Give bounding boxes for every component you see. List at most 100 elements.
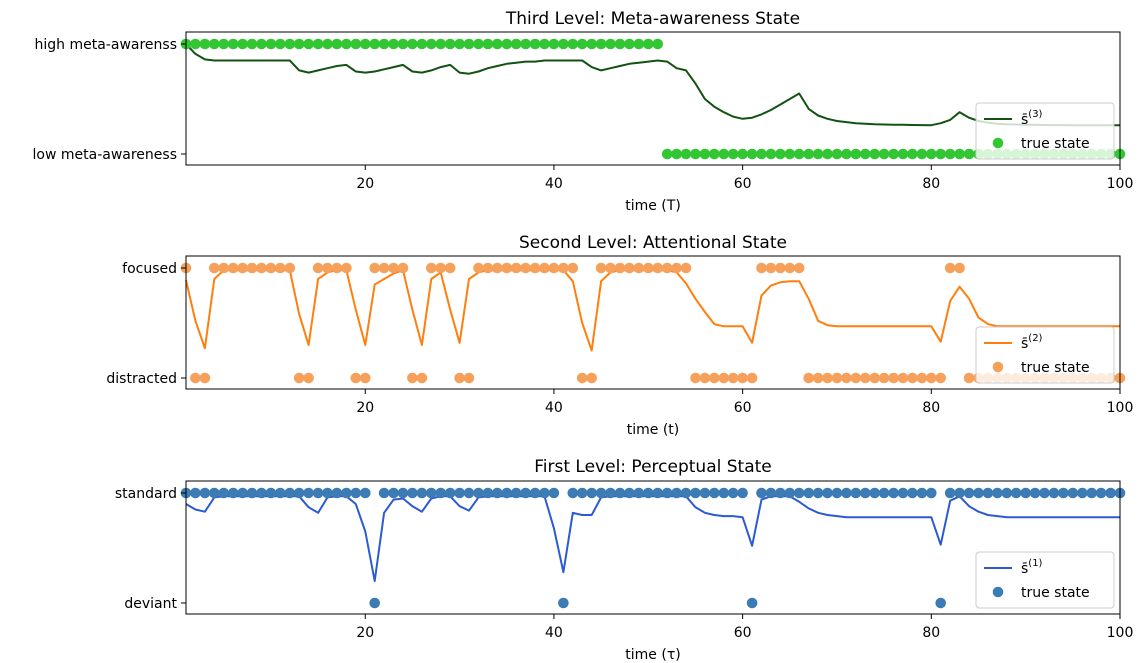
legend-points-label: true state	[1021, 360, 1090, 376]
true-state-point	[756, 487, 767, 499]
true-state-point	[190, 487, 201, 499]
true-state-point	[256, 262, 267, 274]
true-state-point	[756, 148, 767, 160]
true-state-point	[407, 38, 418, 50]
true-state-point	[784, 262, 796, 274]
true-state-point	[312, 38, 324, 50]
true-state-point	[246, 262, 258, 274]
chart-panel-1: Third Level: Meta-awareness State 20 40 60 8…	[33, 9, 1134, 214]
true-state-point	[454, 487, 465, 499]
true-state-point	[614, 262, 626, 274]
true-state-point	[350, 38, 362, 50]
true-state-point	[1067, 487, 1079, 499]
true-state-point	[624, 38, 635, 50]
x-tick-label: 40	[545, 176, 563, 192]
true-state-point	[388, 38, 399, 50]
true-state-point	[633, 262, 645, 274]
legend: s̄(2) true state	[975, 326, 1115, 384]
true-state-point	[614, 487, 626, 499]
true-state-point	[548, 487, 560, 499]
true-state-point	[727, 487, 739, 499]
axes-frame	[185, 255, 1121, 390]
true-state-point	[926, 148, 937, 160]
true-state-point	[812, 372, 824, 384]
true-state-point	[576, 38, 588, 50]
true-state-point	[718, 487, 730, 499]
true-state-point	[661, 487, 673, 499]
true-state-point	[1105, 487, 1116, 499]
true-state-point	[199, 372, 211, 384]
true-state-point	[237, 487, 248, 499]
true-state-point	[510, 262, 522, 274]
true-state-point	[709, 372, 720, 384]
true-state-point	[275, 487, 286, 499]
true-state-point	[841, 148, 852, 160]
x-tick-label: 80	[922, 400, 940, 416]
chart-title: Third Level: Meta-awareness State	[505, 9, 800, 29]
x-tick-label: 60	[734, 400, 752, 416]
true-state-point	[935, 148, 946, 160]
true-state-point	[586, 372, 597, 384]
true-state-point	[680, 262, 692, 274]
true-state-point	[293, 372, 305, 384]
true-state-point	[831, 148, 843, 160]
true-state-point	[322, 38, 333, 50]
true-state-point	[1010, 487, 1022, 499]
true-state-point	[492, 38, 503, 50]
true-state-point	[982, 487, 994, 499]
true-state-point	[218, 262, 229, 274]
true-state-point	[558, 597, 569, 609]
true-state-point	[586, 487, 597, 499]
belief-series-line	[185, 495, 1120, 582]
true-state-point	[671, 487, 682, 499]
true-state-point	[643, 487, 654, 499]
true-state-point	[926, 372, 937, 384]
true-state-point	[831, 372, 843, 384]
true-state-point	[275, 38, 286, 50]
true-state-point	[680, 148, 692, 160]
true-state-point	[869, 372, 880, 384]
true-state-point	[529, 487, 541, 499]
true-state-point	[775, 148, 786, 160]
y-tick-label: high meta-awarenss	[35, 37, 177, 53]
true-state-point	[520, 262, 531, 274]
true-state-point	[312, 262, 324, 274]
true-state-point	[1039, 487, 1050, 499]
true-state-point	[397, 262, 409, 274]
true-state-point	[218, 38, 229, 50]
true-state-point	[350, 372, 362, 384]
chart-title: Second Level: Attentional State	[519, 233, 787, 253]
true-state-point	[369, 38, 381, 50]
true-state-point	[727, 148, 739, 160]
true-state-point	[520, 487, 531, 499]
true-state-point	[718, 372, 730, 384]
true-state-point	[699, 148, 711, 160]
true-state-point	[520, 38, 531, 50]
y-tick-label: distracted	[106, 371, 177, 387]
true-state-point	[473, 262, 484, 274]
true-state-point	[350, 487, 362, 499]
true-state-point	[954, 487, 965, 499]
true-state-point	[463, 372, 475, 384]
true-state-point	[567, 38, 579, 50]
x-tick-label: 100	[1107, 176, 1134, 192]
true-state-point	[746, 597, 758, 609]
axes-frame	[185, 480, 1121, 615]
true-state-point	[605, 487, 616, 499]
true-state-point	[510, 487, 522, 499]
true-state-point	[397, 487, 409, 499]
true-state-point	[926, 487, 937, 499]
true-state-point	[576, 487, 588, 499]
true-state-point	[595, 38, 607, 50]
true-state-point	[303, 487, 314, 499]
true-state-point	[312, 487, 324, 499]
legend-point-swatch	[992, 361, 1004, 373]
true-state-point	[680, 487, 692, 499]
true-state-point	[690, 487, 701, 499]
true-state-point	[897, 487, 909, 499]
true-state-point	[388, 262, 399, 274]
true-state-point	[661, 262, 673, 274]
true-state-point	[303, 372, 314, 384]
x-tick-label: 60	[734, 176, 752, 192]
true-state-point	[784, 487, 796, 499]
